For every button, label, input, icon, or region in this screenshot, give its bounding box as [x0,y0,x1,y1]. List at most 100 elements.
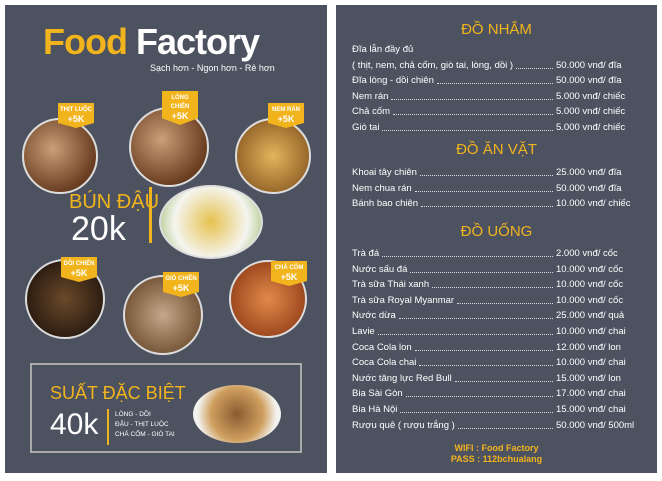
menu-item: Nước dừa 25.000 vnđ/ quả [352,308,642,323]
food-image [193,385,281,443]
menu-item: Bánh bao chiên 10.000 vnđ/ chiếc [352,196,642,211]
leader [421,196,553,208]
menu-item: Bia Hà Nội 15.000 vnđ/ chai [352,402,642,417]
menu-item: Giò tai 5.000 vnđ/ chiếc [352,120,642,135]
brand-word: Factory [135,21,260,62]
addon-price: +5K [280,272,298,282]
item-price: 50.000 vnđ/ đĩa [556,59,622,71]
item-price: 10.000 vnđ/ cốc [556,263,624,275]
item-name: Đĩa lẫn đầy đủ [352,44,414,55]
leader [436,73,553,85]
addon-price: +5K [70,268,88,278]
item-price: 17.000 vnđ/ chai [556,388,626,400]
item-name: Nước tăng lực Red Bull [352,372,452,384]
item-price: 15.000 vnđ/ lon [556,372,621,384]
item-name: Nước sấu đá [352,263,408,275]
item-price: 10.000 vnđ/ cốc [556,279,624,291]
menu-item: Rượu quê ( rượu trắng ) 50.000 vnđ/ 500ml [352,418,642,433]
item-name: Nem chua rán [352,182,412,194]
item-name: Chả cốm [352,106,391,118]
menu-item: Nước sấu đá 10.000 vnđ/ cốc [352,262,642,277]
leader [382,246,553,257]
leader [516,58,553,69]
left-panel: Food Factory Sạch hơn - Ngon hơn - Rẻ hơ… [5,5,327,473]
section-title: ĐỒ NHẮM [461,21,532,38]
item-name: Trà sữa Royal Myanmar [352,294,455,306]
item-name: Bia Sài Gòn [352,388,403,400]
leader [414,181,553,192]
item-price: 5.000 vnđ/ chiếc [556,106,626,118]
item-price: 5.000 vnđ/ chiếc [556,122,626,133]
leader [400,402,553,413]
addon-name: CHẢ CỐM [274,265,304,271]
divider [149,187,152,243]
menu-item: Đĩa lẫn đầy đủ [352,42,642,57]
addon-tag: THỊT LUỘC +5K [58,103,94,128]
addon-tag: CHẢ CỐM +5K [271,261,307,286]
item-price: 5.000 vnđ/ chiếc [556,90,626,102]
menu-item: Nem rán 5.000 vnđ/ chiếc [352,89,642,104]
item-name: Giò tai [352,122,380,133]
item-name: Coca Cola lon [352,341,412,353]
leader [410,262,553,273]
item-price: 50.000 vnđ/ đĩa [556,75,622,87]
item-name: Lavie [352,326,375,337]
special-item: ĐẬU - THỊT LUỘC [115,421,169,428]
menu-item: Lavie 10.000 vnđ/ chai [352,324,642,339]
addon-price: +5K [172,283,190,293]
leader [393,104,553,116]
item-name: ( thịt, nem, chả cốm, giò tai, lòng, dồi… [352,59,514,71]
menu-item: ( thịt, nem, chả cốm, giò tai, lòng, dồi… [352,58,642,73]
menu-item: Chả cốm 5.000 vnđ/ chiếc [352,104,642,119]
main-price: 20k [71,210,126,248]
menu-item: Nước tăng lực Red Bull 15.000 vnđ/ lon [352,371,642,386]
menu-item: Đĩa lòng - dồi chiên 50.000 vnđ/ đĩa [352,73,642,88]
addon-price: +5K [67,114,85,124]
leader [457,293,553,304]
addon-name: DỒI CHIÊN [63,261,95,267]
item-name: Trà sữa Thái xanh [352,279,430,291]
leader [457,418,553,429]
footer: WIFI : Food Factory PASS : 112bchualang [336,443,657,465]
item-name: Khoai tây chiên [352,167,417,178]
leader [377,324,553,335]
special-title: SUẤT ĐẶC BIỆT [50,383,186,403]
food-image [159,185,263,259]
wifi-pass: PASS : 112bchualang [450,454,543,464]
item-price: 50.000 vnđ/ đĩa [556,182,622,194]
addon-price: +5K [277,114,295,124]
item-name: Bia Hà Nội [352,404,398,415]
tagline: Sạch hơn - Ngon hơn - Rẻ hơn [150,63,275,73]
addon-name: LÒNG CHIÊN [170,95,190,110]
menu-item: Coca Cola chai 10.000 vnđ/ chai [352,355,642,370]
special-price: 40k [50,408,99,441]
item-name: Rượu quê ( rượu trắng ) [352,419,455,431]
addon-price: +5K [171,111,189,121]
right-panel: WIFI : Food Factory PASS : 112bchualang … [336,5,657,473]
main-name: BÚN ĐẬU [69,191,160,213]
section-title: ĐỒ UỐNG [460,223,533,240]
menu-item: Coca Cola lon 12.000 vnđ/ lon [352,340,642,355]
menu-item: Bia Sài Gòn 17.000 vnđ/ chai [352,386,642,401]
item-price: 10.000 vnđ/ chiếc [556,198,631,210]
leader [398,308,553,320]
leader [382,120,553,131]
addon-name: GIÒ CHIÊN [165,276,197,282]
addon-tag: DỒI CHIÊN +5K [61,257,97,282]
item-price: 25.000 vnđ/ quả [556,310,625,322]
item-price: 2.000 vnđ/ cốc [556,248,618,259]
item-price: 15.000 vnđ/ chai [556,404,626,415]
wifi: WIFI : Food Factory [454,443,539,453]
brand-word: Food [43,21,128,62]
item-price: 12.000 vnđ/ lon [556,341,621,353]
item-name: Nem rán [352,90,389,102]
addon-name: NEM RÁN [272,107,300,113]
item-price: 10.000 vnđ/ chai [556,357,626,369]
special-item: LÒNG - DỒI [115,411,151,418]
special-items: LÒNG - DỒI ĐẬU - THỊT LUỘC CHẢ CỐM - GIÒ… [115,410,175,440]
item-name: Nước dừa [352,310,396,322]
addon-tag: NEM RÁN +5K [268,103,304,128]
leader [405,386,553,398]
menu-item: Trà sữa Thái xanh 10.000 vnđ/ cốc [352,277,642,292]
food-image [22,118,98,194]
